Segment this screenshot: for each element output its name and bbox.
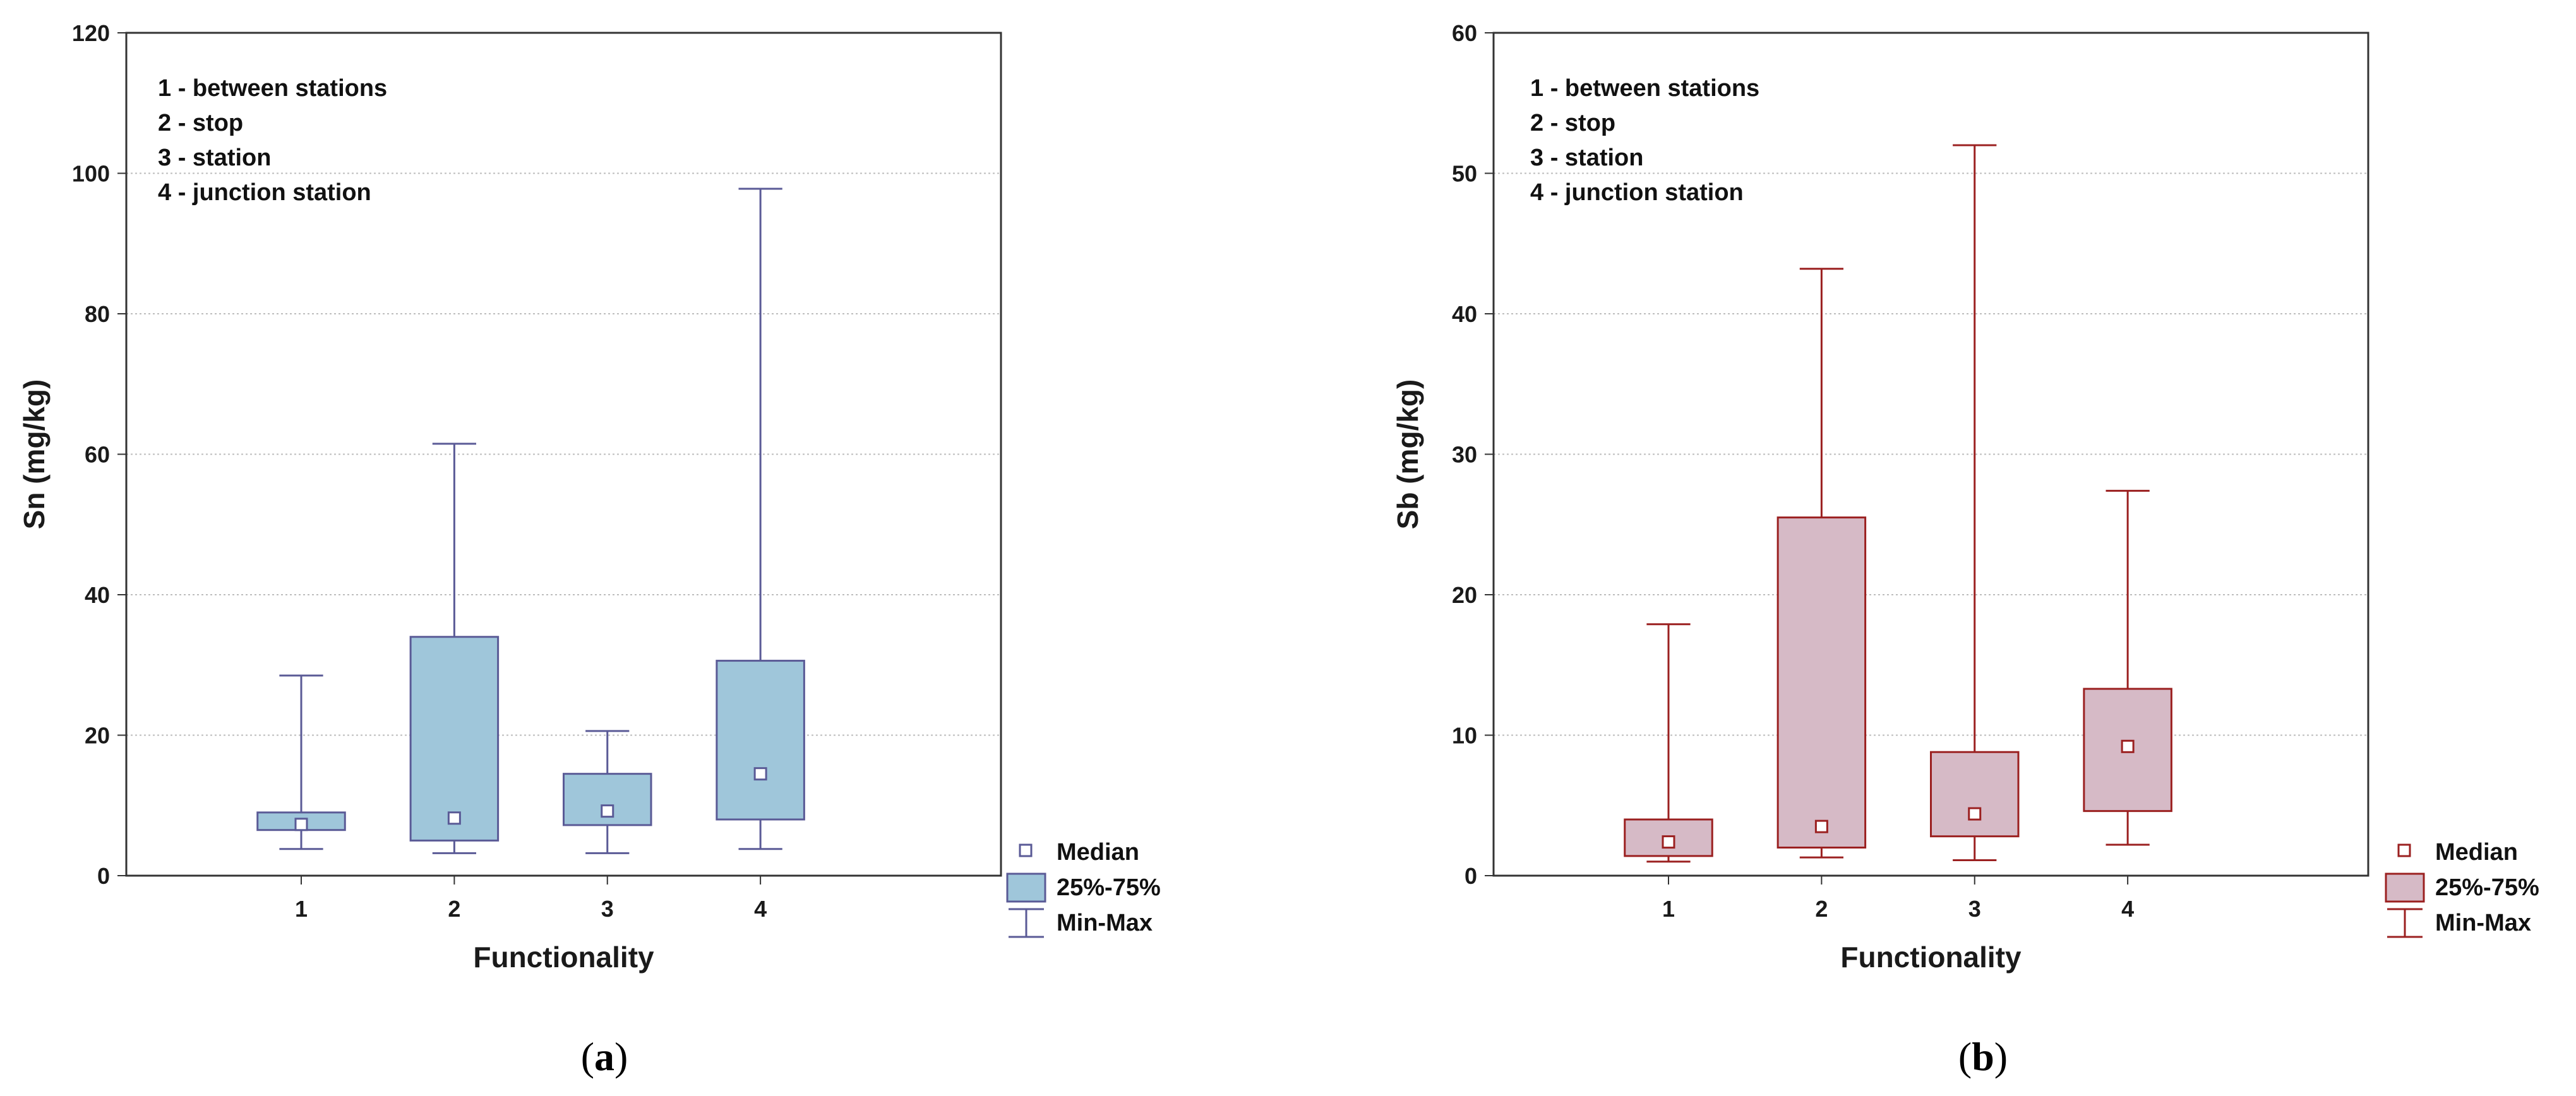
median-marker <box>753 767 767 781</box>
legend-median-label: Median <box>2435 839 2518 866</box>
y-axis-title: Sb (mg/kg) <box>1391 379 1424 530</box>
y-tick-label: 40 <box>1452 301 1477 327</box>
median-marker <box>1968 807 1982 821</box>
y-tick-label: 0 <box>1465 863 1477 889</box>
box-4 <box>716 188 805 850</box>
iqr-box <box>716 660 805 821</box>
y-tick-label: 50 <box>1452 161 1477 187</box>
y-tick-label: 40 <box>85 582 110 608</box>
median-marker <box>294 818 308 831</box>
category-note: 1 - between stations <box>1530 75 1759 102</box>
y-axis-title: Sn (mg/kg) <box>18 379 51 530</box>
y-tick-label: 60 <box>1452 20 1477 46</box>
box-1 <box>256 674 346 850</box>
category-note: 2 - stop <box>1530 110 1615 136</box>
y-tick-label: 20 <box>85 723 110 749</box>
panel-caption-letter: b <box>1972 1034 1994 1079</box>
median-marker <box>2121 739 2135 753</box>
iqr-box <box>409 636 500 842</box>
x-tick-label: 2 <box>448 896 460 922</box>
y-tick-label: 10 <box>1452 723 1477 749</box>
box-3 <box>563 730 652 854</box>
median-marker <box>601 804 614 818</box>
box-1 <box>1624 623 1713 863</box>
panel-caption: (a) <box>581 1034 628 1079</box>
y-tick-label: 120 <box>72 20 110 46</box>
median-marker <box>1814 819 1828 833</box>
plot-frame <box>125 32 1002 877</box>
legend-iqr-swatch <box>1006 873 1046 903</box>
legend-median-swatch <box>1019 843 1033 857</box>
x-tick-label: 1 <box>295 896 308 922</box>
legend-iqr-label: 25%-75% <box>1057 874 1161 901</box>
legend-median-label: Median <box>1057 839 1139 866</box>
legend-iqr-label: 25%-75% <box>2435 874 2539 901</box>
y-tick-label: 20 <box>1452 582 1477 608</box>
y-tick-label: 80 <box>85 301 110 327</box>
panel-caption-letter: a <box>594 1034 614 1079</box>
category-note: 4 - junction station <box>1530 179 1744 206</box>
legend-minmax-label: Min-Max <box>2435 910 2531 936</box>
box-2 <box>409 443 500 854</box>
category-note: 1 - between stations <box>158 75 387 102</box>
panel-caption: (b) <box>1958 1034 2008 1079</box>
legend-minmax-label: Min-Max <box>1057 910 1153 936</box>
plot-frame <box>1492 32 2369 877</box>
iqr-box <box>1776 516 1867 849</box>
x-axis-title: Functionality <box>473 941 654 974</box>
x-tick-label: 2 <box>1815 896 1828 922</box>
legend-median-swatch <box>2397 843 2411 857</box>
box-3 <box>1930 144 2020 862</box>
y-tick-label: 30 <box>1452 442 1477 468</box>
x-tick-label: 1 <box>1662 896 1675 922</box>
median-marker <box>1662 835 1675 849</box>
y-tick-label: 60 <box>85 442 110 468</box>
legend-iqr-swatch <box>2385 873 2425 903</box>
legend: Median 25%-75% Min-Max <box>1006 839 1161 938</box>
y-tick-label: 0 <box>97 863 110 889</box>
category-note: 4 - junction station <box>158 179 371 206</box>
x-tick-label: 4 <box>754 896 767 922</box>
legend: Median 25%-75% Min-Max <box>2385 839 2539 938</box>
category-note: 2 - stop <box>158 110 243 136</box>
category-note: 3 - station <box>1530 145 1643 171</box>
y-tick-label: 100 <box>72 161 110 187</box>
x-axis-title: Functionality <box>1840 941 2022 974</box>
iqr-box <box>1930 751 2020 838</box>
box-2 <box>1776 268 1867 859</box>
panel-b-chart: 0 10 20 30 40 50 60 1 - between stations 2 - sto… <box>1391 20 2539 1079</box>
x-tick-label: 3 <box>601 896 614 922</box>
panel-a-chart: 0 20 40 60 80 100 120 1 - between stations 2 - s… <box>18 20 1161 1079</box>
category-note: 3 - station <box>158 145 271 171</box>
x-tick-label: 3 <box>1968 896 1981 922</box>
median-marker <box>447 811 461 825</box>
x-tick-label: 4 <box>2121 896 2134 922</box>
box-4 <box>2083 489 2172 846</box>
